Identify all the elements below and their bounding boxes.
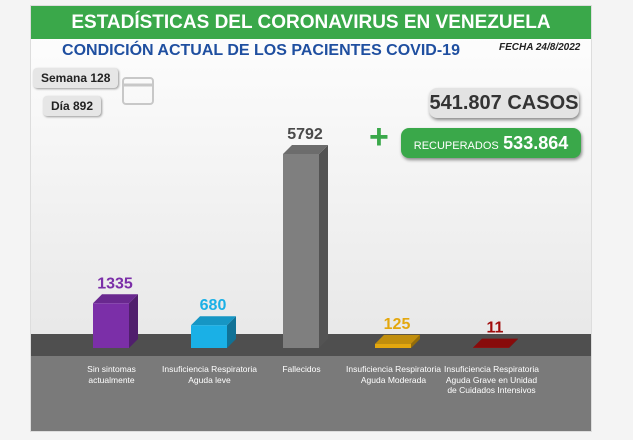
label-band — [31, 356, 591, 431]
title: ESTADÍSTICAS DEL CORONAVIRUS EN VENEZUEL… — [31, 6, 591, 39]
bar-side — [129, 294, 138, 348]
value-label: 680 — [200, 297, 227, 314]
category-label: Sin sintomas actualmente — [87, 364, 136, 385]
bar — [375, 343, 411, 348]
value-label: 125 — [384, 316, 411, 333]
recovered-label: RECUPERADOS — [413, 140, 499, 152]
plus-icon: + — [369, 118, 389, 156]
bar-top — [191, 316, 236, 326]
infographic: ESTADÍSTICAS DEL CORONAVIRUS EN VENEZUEL… — [30, 5, 592, 432]
bar-side — [509, 338, 518, 348]
bar-top — [283, 145, 328, 154]
recovered-value: 533.864 — [503, 133, 569, 153]
bar — [93, 303, 129, 348]
bar-top — [473, 338, 518, 348]
date: FECHA 24/8/2022 — [499, 42, 581, 53]
category-label: Insuficiencia Respiratoria Aguda Grave e… — [444, 364, 539, 395]
category-label: Fallecidos — [282, 364, 321, 374]
bar — [283, 154, 319, 348]
calendar-icon — [122, 77, 154, 105]
bar-top — [93, 294, 138, 304]
week: Semana 128 — [33, 68, 119, 88]
value-label: 1335 — [97, 275, 133, 292]
category-label: Insuficiencia Respiratoria Aguda leve — [162, 364, 257, 385]
bar — [191, 325, 227, 348]
subtitle: CONDICIÓN ACTUAL DE LOS PACIENTES COVID-… — [62, 42, 460, 59]
cases: 541.807 CASOS — [429, 88, 579, 118]
bar-side — [227, 316, 236, 348]
bar-side — [319, 145, 328, 348]
bar-side — [411, 334, 420, 348]
value-label: 5792 — [287, 126, 323, 143]
value-label: 11 — [487, 320, 504, 337]
bar-top — [375, 334, 420, 344]
chart: 1335 680 5792 125 11 — [31, 126, 591, 356]
category-label: Insuficiencia Respiratoria Aguda Moderad… — [346, 364, 441, 385]
recovered: RECUPERADOS 533.864 — [401, 128, 581, 158]
day: Día 892 — [43, 96, 102, 116]
